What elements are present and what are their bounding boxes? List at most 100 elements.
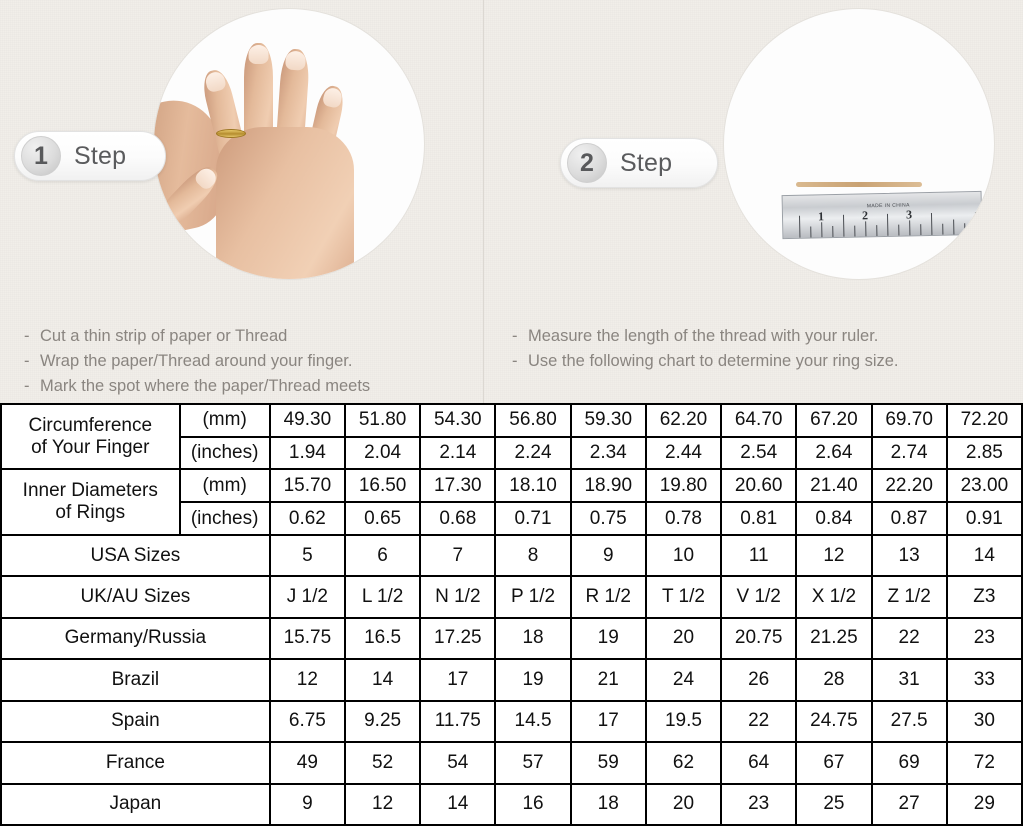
step-2-number: 2 xyxy=(567,143,607,183)
table-cell: 20 xyxy=(644,616,723,661)
table-cell: 62 xyxy=(644,741,723,785)
step-1-photo xyxy=(153,8,425,280)
table-cell: 21.40 xyxy=(795,468,873,504)
table-cell: 23 xyxy=(720,782,798,826)
step-2-badge: 2 Step xyxy=(560,138,718,188)
ring-size-chart-table: Circumference of Your Finger (mm) 49.30 51.8… xyxy=(0,402,1023,826)
table-cell: 9.25 xyxy=(343,699,422,744)
table-cell: 0.78 xyxy=(644,501,723,536)
table-cell: 19 xyxy=(569,616,647,661)
table-cell: 0.65 xyxy=(343,501,422,536)
table-row: Japan 9 12 14 16 18 20 23 25 27 29 xyxy=(0,782,1023,826)
table-cell: 16.50 xyxy=(343,468,422,504)
step-2-label: Step xyxy=(620,148,673,177)
table-cell: 28 xyxy=(795,658,873,702)
table-cell: 67 xyxy=(795,741,873,785)
table-cell: 2.44 xyxy=(644,435,723,471)
table-cell: 6.75 xyxy=(268,699,346,744)
table-cell: 72 xyxy=(945,741,1023,785)
table-cell: 0.68 xyxy=(419,501,497,536)
table-cell: 64 xyxy=(720,741,798,785)
step-1-number: 1 xyxy=(21,136,61,176)
table-cell: 16.5 xyxy=(343,616,422,661)
table-cell: 12 xyxy=(343,782,422,826)
instruction-text: Mark the spot where the paper/Thread mee… xyxy=(40,377,371,395)
row-group-label: Inner Diameters of Rings xyxy=(0,468,181,536)
table-row: (inches) 0.62 0.65 0.68 0.71 0.75 0.78 0.81 0.84… xyxy=(1,501,1023,536)
step-1-instructions: - Cut a thin strip of paper or Thread - Wr… xyxy=(24,324,370,399)
table-cell: 13 xyxy=(870,533,948,578)
table-cell: 64.70 xyxy=(720,403,798,438)
instruction-line: - Cut a thin strip of paper or Thread xyxy=(24,324,370,349)
table-row: Circumference of Your Finger (mm) 49.30 51.8… xyxy=(0,402,1023,471)
table-cell: 57 xyxy=(494,741,572,785)
step-1-label: Step xyxy=(74,141,127,170)
table-cell: 2.34 xyxy=(569,435,647,471)
table-cell: 17.25 xyxy=(419,616,497,661)
table-cell: 30 xyxy=(945,699,1023,744)
table-cell: 0.87 xyxy=(870,501,948,536)
table-cell: 72.20 xyxy=(945,403,1023,438)
bullet-dash: - xyxy=(512,327,518,345)
row-group-label: Circumference of Your Finger xyxy=(0,402,181,471)
region-row-label: Japan xyxy=(0,782,271,826)
instruction-line: - Mark the spot where the paper/Thread me… xyxy=(24,374,370,399)
bullet-dash: - xyxy=(24,327,30,345)
table-cell: Z3 xyxy=(945,575,1023,619)
table-row: USA Sizes 5 6 7 8 9 10 11 12 13 14 xyxy=(0,533,1023,578)
table-cell: 16 xyxy=(494,782,572,826)
table-cell: 56.80 xyxy=(494,403,572,438)
table-cell: 15.75 xyxy=(268,616,346,661)
ruler-mark-1: 1 xyxy=(817,209,825,224)
table-cell: 21 xyxy=(569,658,647,702)
ruler-mark-3: 3 xyxy=(905,207,913,222)
table-cell: 19.5 xyxy=(644,699,723,744)
palm xyxy=(216,127,354,279)
fingernail xyxy=(248,45,269,64)
region-row-label: USA Sizes xyxy=(0,533,271,578)
region-row-label: UK/AU Sizes xyxy=(0,575,271,619)
table-cell: 62.20 xyxy=(644,403,723,438)
ruler: 1 2 3 MADE IN CHINA xyxy=(781,190,983,240)
bullet-dash: - xyxy=(512,352,518,370)
table-cell: 18 xyxy=(569,782,647,826)
panel-divider xyxy=(483,0,484,403)
table-cell: 17.30 xyxy=(419,468,497,504)
instruction-text: Measure the length of the thread with yo… xyxy=(528,327,879,345)
table-cell: 24 xyxy=(644,658,723,702)
table-cell: P 1/2 xyxy=(494,575,572,619)
ruler-mark-2: 2 xyxy=(861,208,869,223)
table-cell: 2.85 xyxy=(945,435,1023,471)
table-cell: 0.62 xyxy=(268,501,346,536)
table-cell: 12 xyxy=(795,533,873,578)
step-2-instructions: - Measure the length of the thread with y… xyxy=(512,324,899,374)
instruction-line: - Measure the length of the thread with y… xyxy=(512,324,899,349)
table-cell: 27 xyxy=(870,782,948,826)
table-cell: 27.5 xyxy=(870,699,948,744)
table-cell: 0.75 xyxy=(569,501,647,536)
table-cell: 0.84 xyxy=(795,501,873,536)
table-cell: 51.80 xyxy=(343,403,422,438)
table-row: (inches) 1.94 2.04 2.14 2.24 2.34 2.44 2.54 2.64… xyxy=(1,435,1023,471)
table-cell: 14 xyxy=(419,782,497,826)
table-cell: 2.14 xyxy=(419,435,497,471)
table-cell: 19.80 xyxy=(644,468,723,504)
table-cell: 20.60 xyxy=(720,468,798,504)
table-cell: 12 xyxy=(268,658,346,702)
table-cell: 5 xyxy=(268,533,346,578)
unit-label: (mm) xyxy=(178,468,271,504)
unit-label: (inches) xyxy=(178,435,271,471)
step-1-badge: 1 Step xyxy=(14,131,166,181)
table-cell: 0.91 xyxy=(945,501,1023,536)
fingernail xyxy=(203,70,227,94)
step-2-photo: 1 2 3 MADE IN CHINA xyxy=(723,8,995,280)
table-cell: N 1/2 xyxy=(419,575,497,619)
table-cell: 67.20 xyxy=(795,403,873,438)
bullet-dash: - xyxy=(24,377,30,395)
table-cell: 17 xyxy=(419,658,497,702)
table-cell: 9 xyxy=(569,533,647,578)
ruler-illustration: 1 2 3 MADE IN CHINA xyxy=(724,9,994,279)
table-cell: V 1/2 xyxy=(720,575,798,619)
table-cell: 9 xyxy=(268,782,346,826)
table-cell: 22 xyxy=(870,616,948,661)
